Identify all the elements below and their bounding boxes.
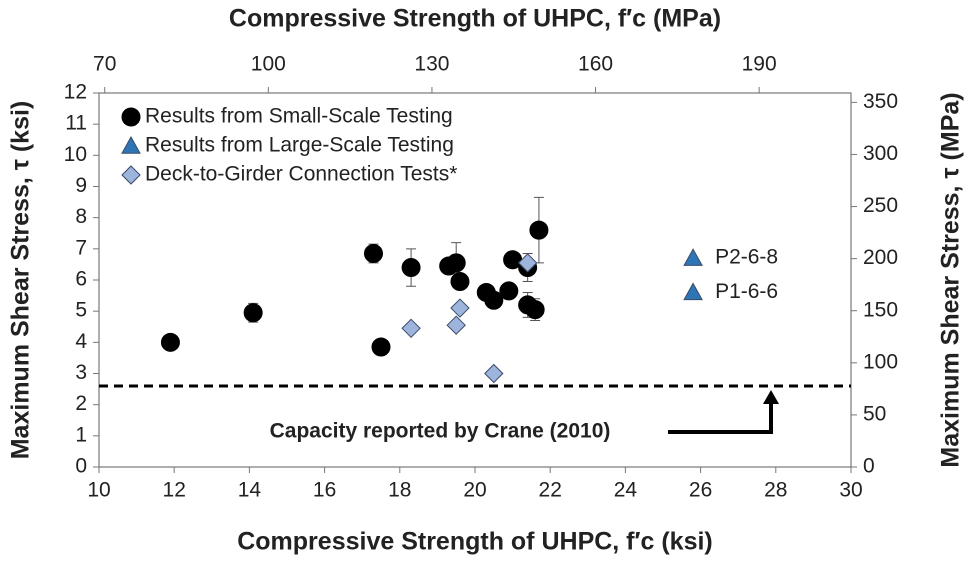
legend-marker [121, 165, 141, 185]
legend-label: Results from Small-Scale Testing [145, 105, 453, 128]
point [683, 248, 703, 266]
point [450, 298, 470, 318]
y-tick-label: 9 [75, 174, 87, 197]
point [450, 272, 470, 292]
y-tick-label: 3 [75, 361, 87, 384]
y-tick-label: 11 [65, 112, 87, 135]
point [683, 282, 703, 301]
y2-tick-label: 350 [863, 90, 898, 113]
point [243, 303, 263, 323]
point [517, 253, 538, 273]
x2-tick-label: 160 [578, 53, 613, 76]
y-tick-label: 1 [75, 423, 87, 446]
annotation-arrowhead [763, 390, 779, 404]
x-tick-label: 14 [238, 479, 262, 502]
point [446, 253, 466, 273]
x2-tick-label: 70 [93, 53, 116, 76]
legend-label: Results from Large-Scale Testing [145, 134, 454, 157]
point [401, 318, 421, 339]
annotation: Capacity reported by Crane (2010) [270, 420, 611, 443]
x-tick-label: 30 [839, 479, 862, 502]
legend-marker [121, 107, 141, 127]
point [371, 337, 391, 357]
x2-axis-title: Compressive Strength of UHPC, f′c (MPa) [229, 5, 721, 33]
legend-label: Deck-to-Girder Connection Tests* [145, 163, 457, 186]
x-tick-label: 18 [388, 479, 411, 502]
y2-tick-label: 150 [863, 298, 898, 321]
point [525, 300, 545, 320]
y-tick-label: 12 [64, 81, 87, 104]
y-tick-label: 2 [75, 392, 87, 415]
x-tick-label: 16 [313, 479, 336, 502]
y-tick-label: 0 [75, 455, 87, 478]
x-tick-label: 10 [87, 479, 110, 502]
y2-tick-label: 300 [863, 142, 898, 165]
point [484, 290, 504, 310]
x-axis-title: Compressive Strength of UHPC, f′c (ksi) [237, 528, 713, 556]
x-tick-label: 26 [689, 479, 712, 502]
x2-tick-label: 190 [742, 53, 777, 76]
x2-tick-label: 130 [414, 53, 449, 76]
y2-tick-label: 250 [863, 194, 898, 217]
x2-tick-label: 100 [251, 53, 286, 76]
y2-tick-label: 50 [863, 402, 886, 425]
y2-tick-label: 0 [863, 455, 875, 478]
y2-tick-label: 100 [863, 350, 898, 373]
annotation-arrow [668, 402, 773, 434]
point-label: P2-6-8 [715, 246, 778, 269]
point [446, 315, 466, 335]
y-axis-title: Maximum Shear Stress, τ (ksi) [7, 101, 35, 460]
y-tick-label: 4 [75, 330, 87, 353]
y-tick-label: 10 [64, 143, 87, 166]
y-tick-label: 5 [75, 299, 87, 322]
y2-tick-label: 200 [863, 246, 898, 269]
legend-marker [121, 135, 141, 154]
x-tick-label: 20 [463, 479, 486, 502]
y-tick-label: 8 [75, 205, 87, 228]
point-label: P1-6-6 [715, 280, 778, 303]
point [160, 332, 180, 352]
x-tick-label: 22 [539, 479, 562, 502]
x-tick-label: 24 [614, 479, 638, 502]
point [499, 281, 519, 301]
y-tick-label: 7 [75, 236, 87, 259]
point [363, 244, 383, 264]
y2-axis-title: Maximum Shear Stress, τ (MPa) [937, 92, 965, 467]
point [529, 220, 549, 240]
point [401, 258, 421, 278]
point [484, 363, 504, 384]
x-tick-label: 12 [163, 479, 186, 502]
y-tick-label: 6 [75, 268, 87, 291]
x-tick-label: 28 [764, 479, 787, 502]
